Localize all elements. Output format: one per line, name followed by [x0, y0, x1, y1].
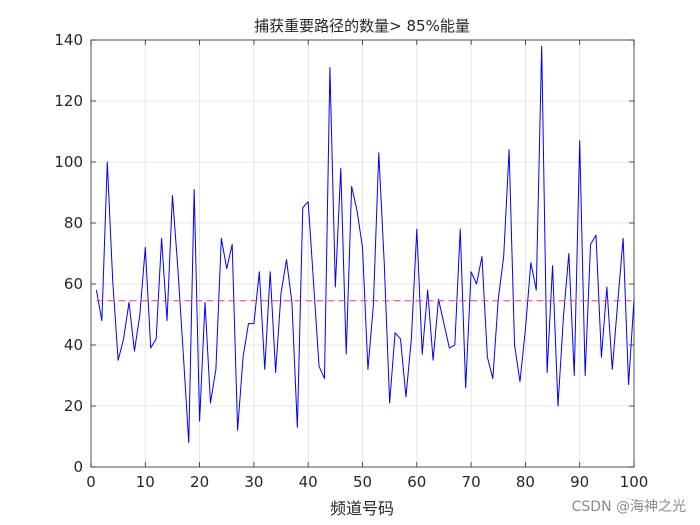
x-tick-label: 30	[244, 473, 263, 491]
y-tick-label: 40	[64, 336, 83, 354]
x-tick-label: 40	[299, 473, 318, 491]
x-axis-label: 频道号码	[330, 499, 394, 518]
x-tick-label: 50	[353, 473, 372, 491]
y-tick-label: 100	[54, 153, 83, 171]
y-tick-label: 80	[64, 214, 83, 232]
y-tick-label: 140	[54, 31, 83, 49]
x-tick-label: 10	[136, 473, 155, 491]
watermark: CSDN @海神之光	[571, 499, 686, 515]
y-tick-label: 60	[64, 275, 83, 293]
x-tick-label: 90	[570, 473, 589, 491]
x-tick-label: 20	[190, 473, 209, 491]
y-tick-label: 0	[73, 458, 83, 476]
chart-title: 捕获重要路径的数量> 85%能量	[254, 17, 470, 35]
ticks: 0 10 20 30 40 50 60 70 80 90 100 0 20 40 60 80 100 120 140	[54, 31, 648, 491]
x-tick-label: 60	[407, 473, 426, 491]
data-line	[95, 45, 635, 444]
grid	[91, 40, 634, 467]
x-tick-label: 70	[462, 473, 481, 491]
x-tick-label: 0	[86, 473, 96, 491]
x-tick-label: 80	[516, 473, 535, 491]
y-tick-label: 120	[54, 92, 83, 110]
y-tick-label: 20	[64, 397, 83, 415]
series-layer	[95, 45, 635, 444]
x-tick-label: 100	[620, 473, 649, 491]
